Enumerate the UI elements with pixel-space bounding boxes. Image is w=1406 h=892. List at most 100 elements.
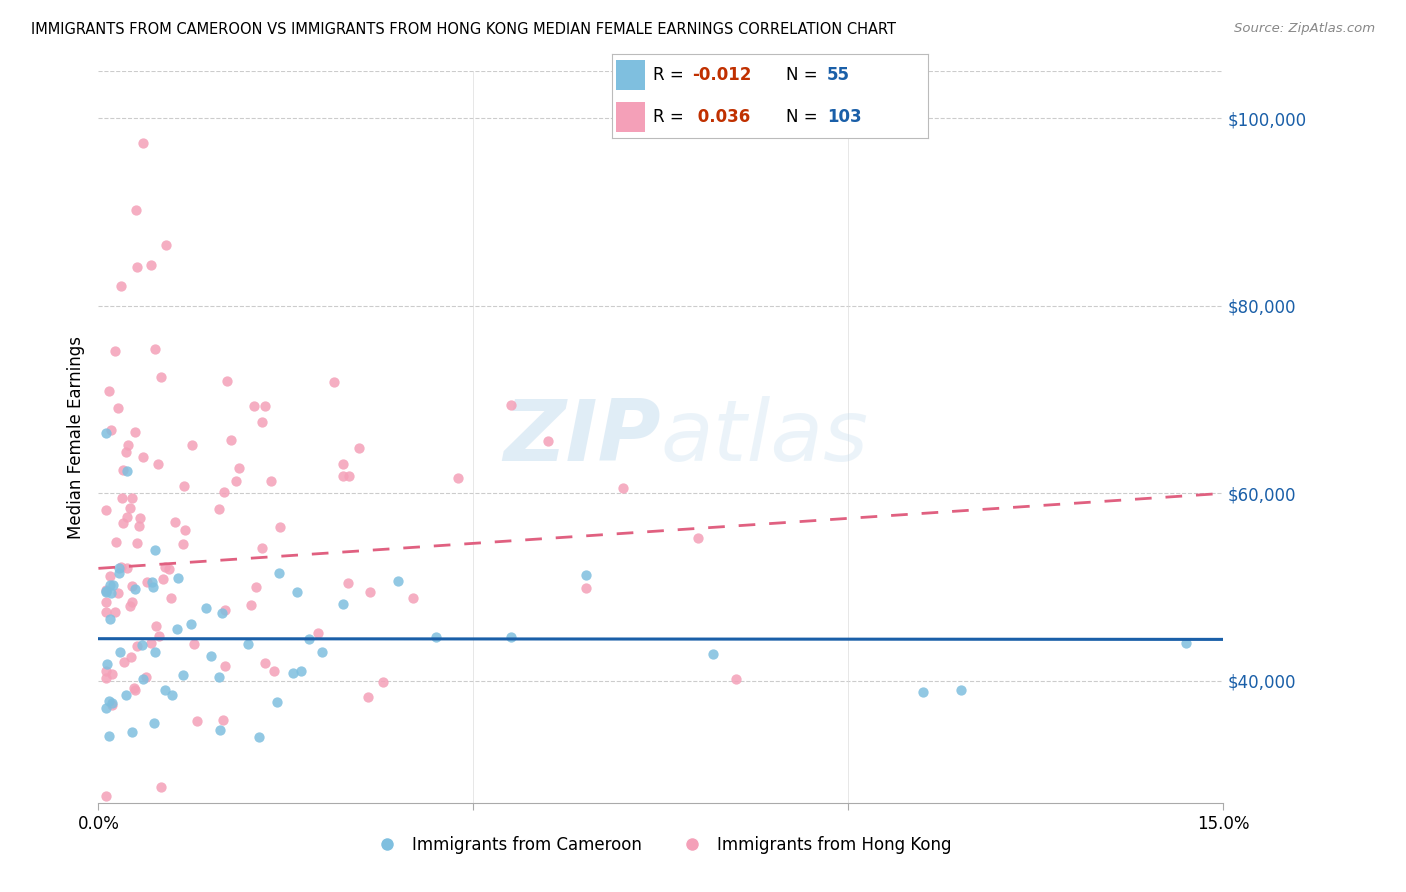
Point (1174, 636, 1197, 650)
Point (183, 637, 205, 651)
Point (141, 574, 163, 589)
Point (211, 607, 233, 621)
Point (194, 600, 217, 615)
Point (132, 136, 155, 151)
Text: 103: 103 (827, 108, 862, 126)
Point (135, 670, 157, 684)
Point (120, 599, 142, 613)
Point (702, 647, 724, 661)
Point (127, 639, 149, 653)
Text: R =: R = (652, 66, 689, 84)
Point (250, 541, 273, 556)
Bar (616, 103, 645, 132)
Point (152, 572, 174, 586)
Text: 0.036: 0.036 (692, 108, 751, 126)
Point (145, 619, 167, 633)
Point (97, 384, 120, 398)
Point (120, 650, 142, 665)
Point (108, 566, 131, 580)
Point (121, 491, 143, 505)
Point (225, 474, 247, 488)
Bar (616, 60, 645, 89)
Point (186, 714, 208, 728)
Point (323, 376, 346, 390)
Point (208, 502, 231, 516)
Point (214, 484, 236, 499)
Text: ZIP: ZIP (503, 395, 661, 479)
Point (180, 617, 202, 632)
Point (104, 343, 127, 358)
Legend: Immigrants from Cameroon, Immigrants from Hong Kong: Immigrants from Cameroon, Immigrants fro… (364, 829, 957, 860)
Y-axis label: Median Female Earnings: Median Female Earnings (66, 335, 84, 539)
Point (94, 664, 117, 678)
Point (100, 577, 122, 591)
Point (200, 649, 222, 664)
Text: 55: 55 (827, 66, 849, 84)
Point (336, 576, 359, 591)
Point (142, 716, 165, 731)
Point (332, 468, 354, 483)
Point (121, 725, 143, 739)
Text: -0.012: -0.012 (692, 66, 752, 84)
Point (124, 582, 146, 597)
Text: atlas: atlas (661, 395, 869, 479)
Point (110, 559, 132, 574)
Point (250, 415, 273, 429)
Point (112, 655, 135, 669)
Point (94, 605, 117, 619)
Point (94, 583, 117, 598)
Point (148, 629, 170, 643)
Point (94, 789, 117, 803)
Text: IMMIGRANTS FROM CAMEROON VS IMMIGRANTS FROM HONG KONG MEDIAN FEMALE EARNINGS COR: IMMIGRANTS FROM CAMEROON VS IMMIGRANTS F… (31, 22, 896, 37)
Point (110, 278, 132, 293)
Point (124, 683, 146, 698)
Point (266, 695, 288, 709)
Point (311, 645, 333, 659)
Point (247, 730, 270, 744)
Text: N =: N = (786, 66, 823, 84)
Point (153, 560, 176, 574)
Point (132, 672, 155, 686)
Point (149, 780, 172, 794)
Point (111, 516, 134, 531)
Point (307, 625, 329, 640)
Point (94, 426, 117, 441)
Point (100, 586, 122, 600)
Point (129, 511, 152, 525)
Point (219, 433, 242, 447)
Text: N =: N = (786, 108, 823, 126)
Point (162, 689, 184, 703)
Point (499, 398, 522, 412)
Point (228, 461, 250, 475)
Point (359, 584, 381, 599)
Point (135, 575, 157, 590)
Point (132, 450, 155, 465)
Point (165, 515, 187, 529)
Point (499, 630, 522, 644)
Point (402, 591, 425, 605)
Point (101, 667, 124, 681)
Point (332, 597, 354, 611)
Point (575, 568, 598, 582)
Point (105, 535, 128, 549)
Point (214, 603, 236, 617)
Point (115, 561, 138, 575)
Point (104, 605, 127, 619)
Point (267, 566, 290, 581)
Point (115, 463, 138, 477)
Point (122, 681, 145, 696)
Point (142, 580, 165, 594)
Point (127, 260, 149, 274)
Point (575, 581, 598, 595)
Point (127, 536, 149, 550)
Point (612, 481, 634, 495)
Point (269, 520, 291, 534)
Point (111, 491, 134, 505)
Point (94, 701, 117, 715)
Point (912, 685, 935, 699)
Point (337, 468, 360, 483)
Point (101, 696, 124, 710)
Point (114, 688, 136, 702)
Point (94, 585, 117, 599)
Point (211, 713, 233, 727)
